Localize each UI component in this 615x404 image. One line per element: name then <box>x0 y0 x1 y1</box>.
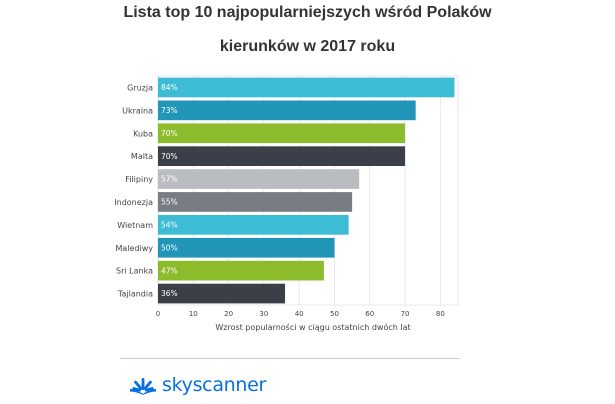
bar-sri-lanka <box>158 260 324 281</box>
bar-indonezja <box>158 192 353 212</box>
bar-data-label: 54% <box>161 220 178 229</box>
x-axis-title: Wzrost popularności w ciągu ostatnich dw… <box>215 322 410 332</box>
skyscanner-logo-text: skyscanner <box>162 374 267 396</box>
bar-data-label: 47% <box>161 266 178 275</box>
footer-divider <box>120 358 460 359</box>
chart-title-line2: kierunków w 2017 roku <box>219 38 396 55</box>
category-label: Wietnam <box>117 221 153 230</box>
category-label: Sri Lanka <box>116 267 153 276</box>
x-tick-label: 0 <box>156 310 160 318</box>
category-label: Malediwy <box>115 244 153 253</box>
category-label: Kuba <box>133 129 153 138</box>
category-label: Tajlandia <box>117 290 153 299</box>
x-tick-label: 30 <box>259 310 268 318</box>
category-label: Gruzja <box>127 83 153 92</box>
category-label: Filipiny <box>125 175 153 184</box>
x-tick-label: 60 <box>365 310 374 318</box>
bar-gruzja <box>158 77 455 98</box>
skyscanner-sunrise-icon <box>130 378 156 395</box>
bars: 84% 73% 70% 70% 57% 55% 54% 50% 47% 36% <box>158 77 455 304</box>
bar-malediwy <box>158 237 335 258</box>
bar-data-label: 55% <box>161 198 178 207</box>
x-tick-label: 20 <box>224 310 233 318</box>
bar-data-label: 36% <box>161 289 178 298</box>
bar-data-label: 50% <box>161 243 178 252</box>
bar-data-label: 57% <box>161 175 178 184</box>
category-labels: Gruzja Ukraina Kuba Malta Filipiny Indonezja W… <box>114 83 153 298</box>
chart-title-line1: Lista top 10 najpopularniejszych wśród P… <box>123 4 492 21</box>
bar-ukraina <box>158 100 416 121</box>
x-tick-label: 80 <box>436 310 445 318</box>
x-tick-label: 10 <box>189 310 198 318</box>
x-tick-labels: 0 10 20 30 40 50 60 70 80 <box>156 310 445 318</box>
x-tick-label: 40 <box>295 310 304 318</box>
x-tick-label: 70 <box>401 310 410 318</box>
bar-data-label: 84% <box>161 83 178 92</box>
skyscanner-logo: skyscanner <box>128 373 266 397</box>
bar-data-label: 70% <box>161 152 178 161</box>
bar-filipiny <box>158 169 360 189</box>
bar-data-label: 70% <box>161 129 178 138</box>
bar-kuba <box>158 123 406 144</box>
x-tick-label: 50 <box>330 310 339 318</box>
bar-tajlandia <box>158 283 286 304</box>
bar-data-label: 73% <box>161 106 178 115</box>
category-label: Indonezja <box>114 198 153 207</box>
category-label: Malta <box>131 152 153 161</box>
bar-wietnam <box>158 215 349 235</box>
category-label: Ukraina <box>122 106 153 115</box>
bar-malta <box>158 146 406 166</box>
